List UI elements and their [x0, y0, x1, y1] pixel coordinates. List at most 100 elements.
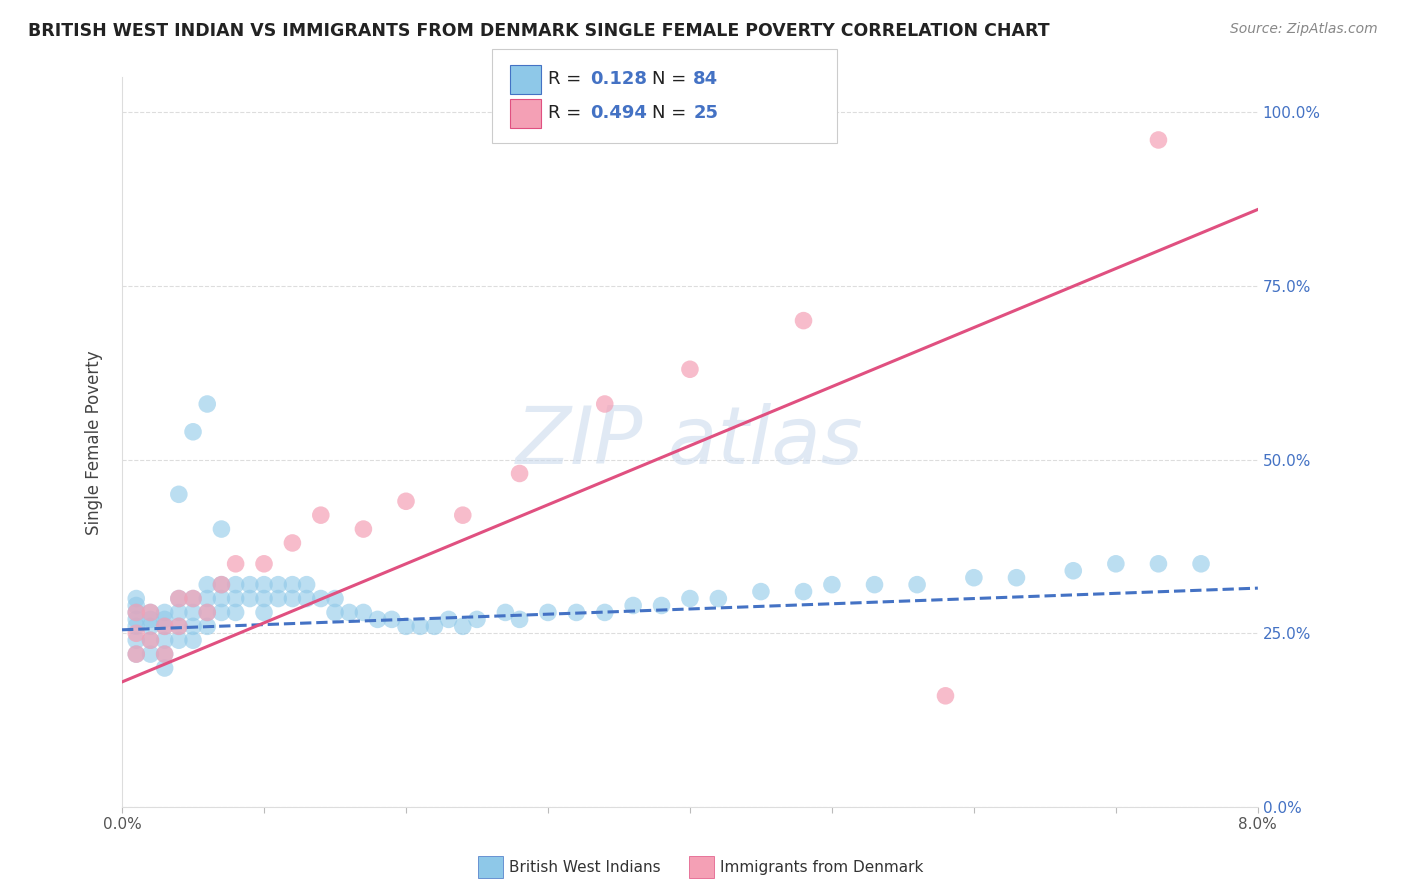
Point [167, 487, 190, 501]
Point [494, 606, 516, 620]
Point [792, 584, 814, 599]
Point [195, 591, 218, 606]
Point [281, 577, 304, 591]
Point [337, 606, 360, 620]
Point [181, 606, 204, 620]
Point [167, 591, 190, 606]
Point [409, 619, 432, 633]
Point [679, 591, 702, 606]
Point [181, 633, 204, 648]
Point [1062, 564, 1084, 578]
Point [139, 633, 162, 648]
Text: 25: 25 [693, 104, 718, 122]
Text: N =: N = [652, 70, 692, 88]
Point [125, 606, 148, 620]
Point [792, 313, 814, 327]
Point [565, 606, 588, 620]
Point [195, 577, 218, 591]
Point [225, 606, 247, 620]
Point [181, 425, 204, 439]
Point [153, 619, 176, 633]
Point [209, 522, 232, 536]
Point [905, 577, 928, 591]
Point [125, 647, 148, 661]
Text: 0.128: 0.128 [591, 70, 648, 88]
Point [253, 591, 276, 606]
Point [621, 599, 644, 613]
Point [125, 606, 148, 620]
Point [281, 536, 304, 550]
Point [253, 606, 276, 620]
Point [707, 591, 730, 606]
Point [239, 577, 262, 591]
Point [153, 612, 176, 626]
Text: BRITISH WEST INDIAN VS IMMIGRANTS FROM DENMARK SINGLE FEMALE POVERTY CORRELATION: BRITISH WEST INDIAN VS IMMIGRANTS FROM D… [28, 22, 1050, 40]
Point [593, 606, 616, 620]
Point [1189, 557, 1212, 571]
Point [125, 591, 148, 606]
Point [1147, 557, 1170, 571]
Point [465, 612, 488, 626]
Point [167, 591, 190, 606]
Point [181, 591, 204, 606]
Point [352, 522, 374, 536]
Point [863, 577, 886, 591]
Point [821, 577, 844, 591]
Point [125, 626, 148, 640]
Point [1005, 571, 1028, 585]
Point [253, 577, 276, 591]
Point [209, 577, 232, 591]
Point [181, 591, 204, 606]
Point [153, 647, 176, 661]
Point [963, 571, 986, 585]
Point [167, 619, 190, 633]
Point [509, 467, 531, 481]
Point [167, 619, 190, 633]
Point [253, 557, 276, 571]
Text: British West Indians: British West Indians [509, 860, 661, 874]
Point [437, 612, 460, 626]
Point [395, 619, 418, 633]
Point [934, 689, 956, 703]
Point [139, 606, 162, 620]
Point [225, 557, 247, 571]
Point [153, 619, 176, 633]
Point [225, 591, 247, 606]
Point [125, 612, 148, 626]
Point [209, 591, 232, 606]
Point [167, 633, 190, 648]
Point [209, 577, 232, 591]
Point [125, 647, 148, 661]
Point [651, 599, 673, 613]
Point [153, 606, 176, 620]
Point [295, 591, 318, 606]
Point [323, 591, 346, 606]
Point [153, 661, 176, 675]
Point [451, 619, 474, 633]
Point [125, 633, 148, 648]
Text: 84: 84 [693, 70, 718, 88]
Point [167, 606, 190, 620]
Point [139, 619, 162, 633]
Point [593, 397, 616, 411]
Point [139, 606, 162, 620]
Point [139, 647, 162, 661]
Point [451, 508, 474, 523]
Point [423, 619, 446, 633]
Point [139, 633, 162, 648]
Point [309, 508, 332, 523]
Point [395, 494, 418, 508]
Point [1105, 557, 1128, 571]
Point [239, 591, 262, 606]
Text: Source: ZipAtlas.com: Source: ZipAtlas.com [1230, 22, 1378, 37]
Point [749, 584, 772, 599]
Point [537, 606, 560, 620]
Point [381, 612, 404, 626]
Text: 0.494: 0.494 [591, 104, 647, 122]
Point [225, 577, 247, 591]
Point [295, 577, 318, 591]
Point [367, 612, 389, 626]
Point [209, 606, 232, 620]
Point [309, 591, 332, 606]
Point [509, 612, 531, 626]
